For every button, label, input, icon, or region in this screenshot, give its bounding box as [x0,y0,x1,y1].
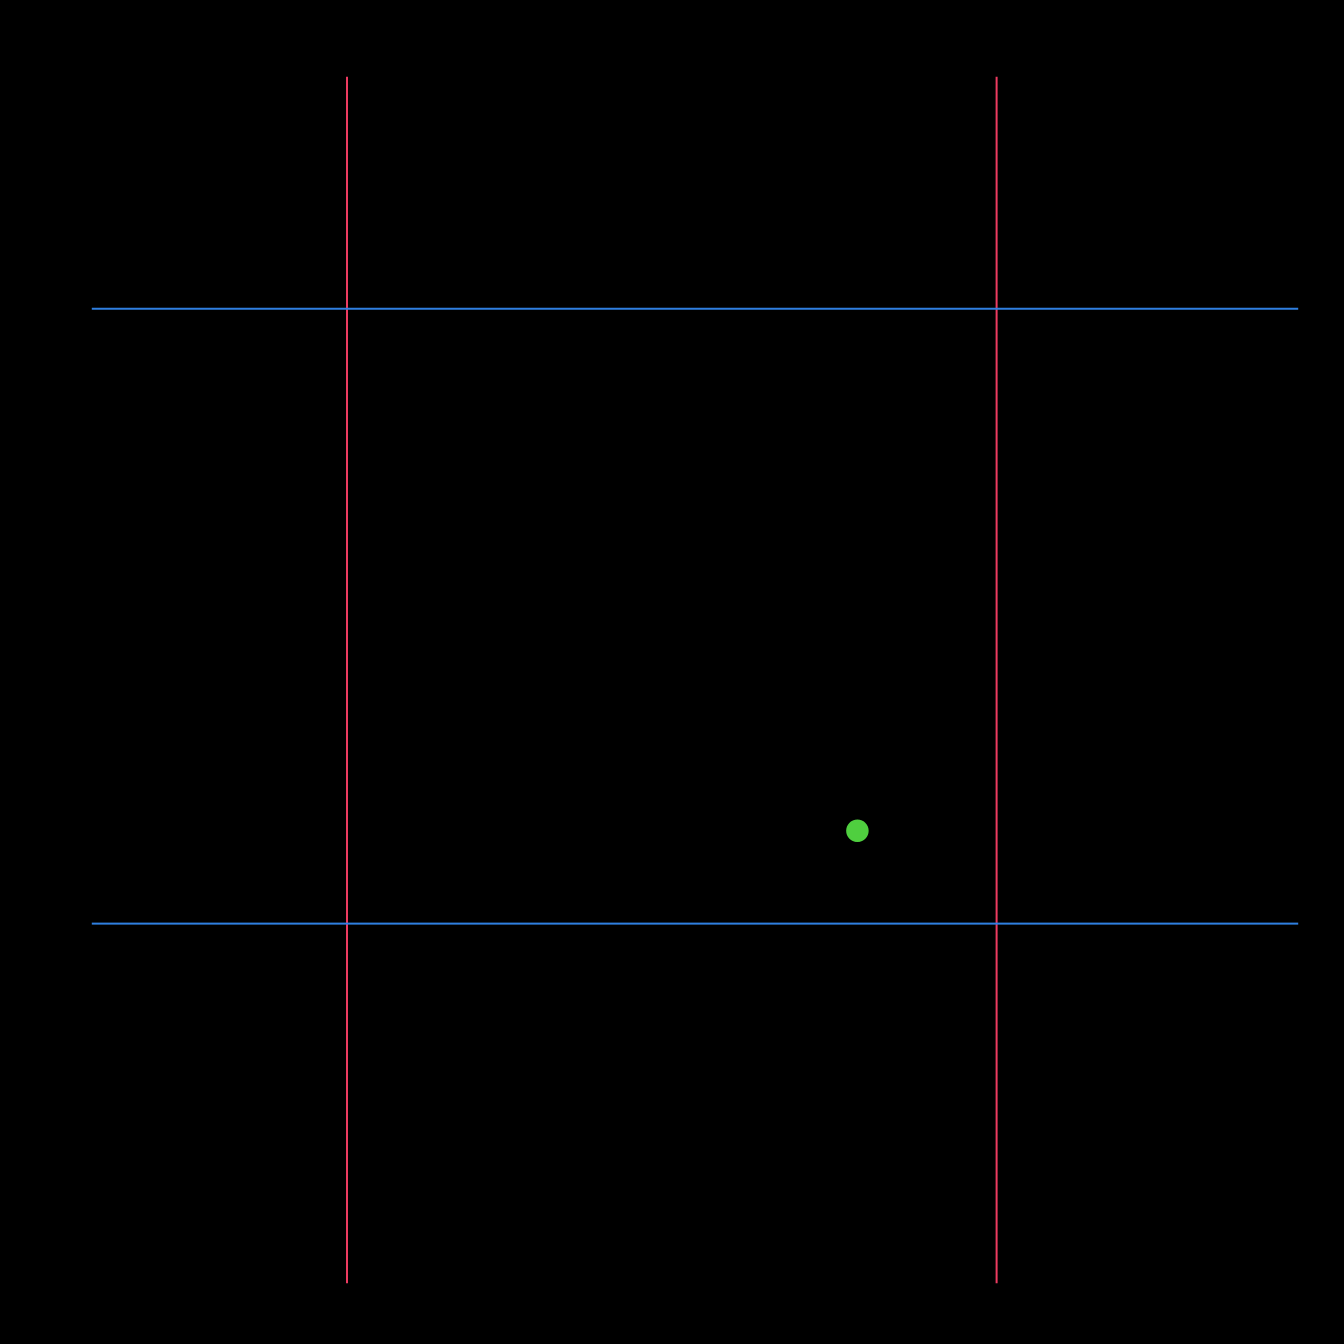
data-point [845,819,869,843]
scatter-plot [0,0,1344,1344]
chart-container [0,0,1344,1344]
